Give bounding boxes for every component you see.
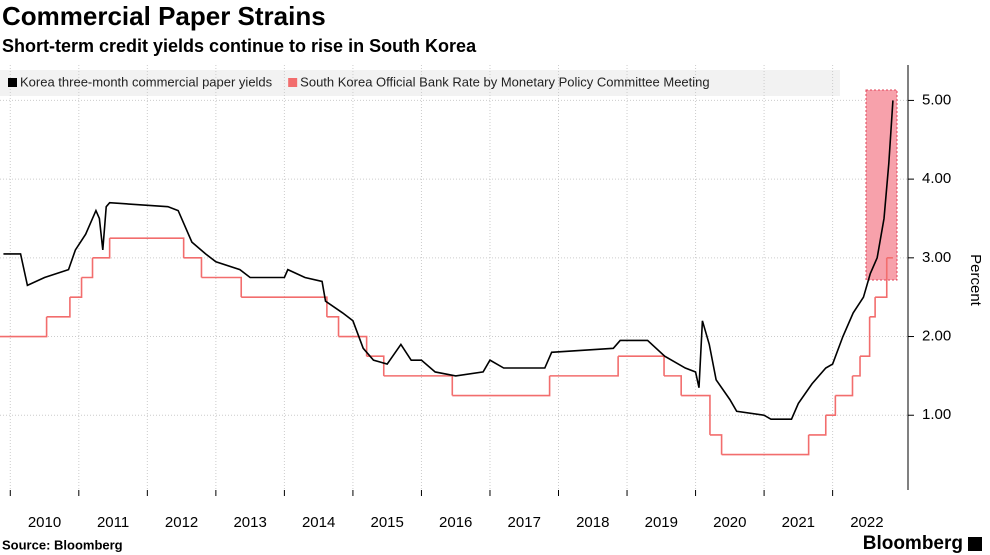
x-tick-label: 2015 — [370, 514, 403, 531]
step-segment — [860, 316, 871, 358]
step-segment — [835, 375, 854, 397]
step-segment — [721, 434, 810, 456]
y-tick-label: 1.00 — [922, 406, 951, 423]
source: Source: Bloomberg — [2, 537, 123, 552]
x-tick-label: 2014 — [302, 514, 335, 531]
legend-marker — [8, 78, 17, 87]
step-segment — [664, 375, 682, 396]
x-tick-label: 2021 — [782, 514, 815, 531]
step-segment — [808, 415, 827, 436]
x-tick-label: 2022 — [850, 514, 883, 531]
y-tick-label: 5.00 — [922, 91, 951, 108]
step-segment — [46, 297, 71, 318]
y-tick-label: 2.00 — [922, 327, 951, 344]
step-segment — [383, 375, 454, 396]
x-tick-label: 2019 — [645, 514, 678, 531]
step-segment — [109, 237, 185, 258]
step-segment — [201, 276, 243, 298]
x-tick-label: 2020 — [713, 514, 746, 531]
step-segment — [681, 394, 711, 435]
x-tick-label: 2012 — [165, 514, 198, 531]
x-tick-label: 2013 — [233, 514, 266, 531]
step-segment — [869, 297, 876, 318]
step-segment — [366, 355, 385, 376]
chart-title: Commercial Paper Strains — [2, 1, 326, 31]
step-segment — [326, 316, 340, 337]
chart-subtitle: Short-term credit yields continue to ris… — [2, 36, 477, 56]
step-segment — [69, 277, 83, 298]
step-segment — [452, 375, 551, 397]
y-tick-label: 4.00 — [922, 170, 951, 187]
step-segment — [549, 356, 619, 377]
step-segment — [875, 257, 888, 298]
y-axis-label: Percent — [967, 254, 984, 307]
legend-background — [0, 70, 840, 96]
legend-marker — [288, 78, 298, 87]
x-tick-label: 2011 — [97, 514, 129, 531]
series-line — [3, 100, 894, 420]
step-segment — [852, 356, 861, 377]
x-tick-label: 2018 — [576, 514, 609, 531]
step-segment — [338, 335, 368, 357]
x-tick-label: 2017 — [508, 514, 541, 531]
brand: Bloomberg — [863, 533, 963, 554]
y-tick-label: 3.00 — [922, 249, 951, 266]
legend-label: South Korea Official Bank Rate by Moneta… — [300, 74, 709, 89]
step-segment — [0, 316, 48, 338]
step-segment — [92, 238, 111, 259]
step-segment — [618, 355, 665, 376]
step-segment — [825, 395, 837, 417]
x-tick-label: 2010 — [28, 514, 61, 531]
step-segment — [183, 257, 203, 278]
x-tick-label: 2016 — [439, 514, 472, 531]
step-segment — [709, 434, 723, 455]
legend-label: Korea three-month commercial paper yield… — [20, 74, 273, 89]
step-segment — [241, 296, 328, 317]
step-segment — [81, 257, 94, 279]
brand-icon — [968, 537, 982, 551]
